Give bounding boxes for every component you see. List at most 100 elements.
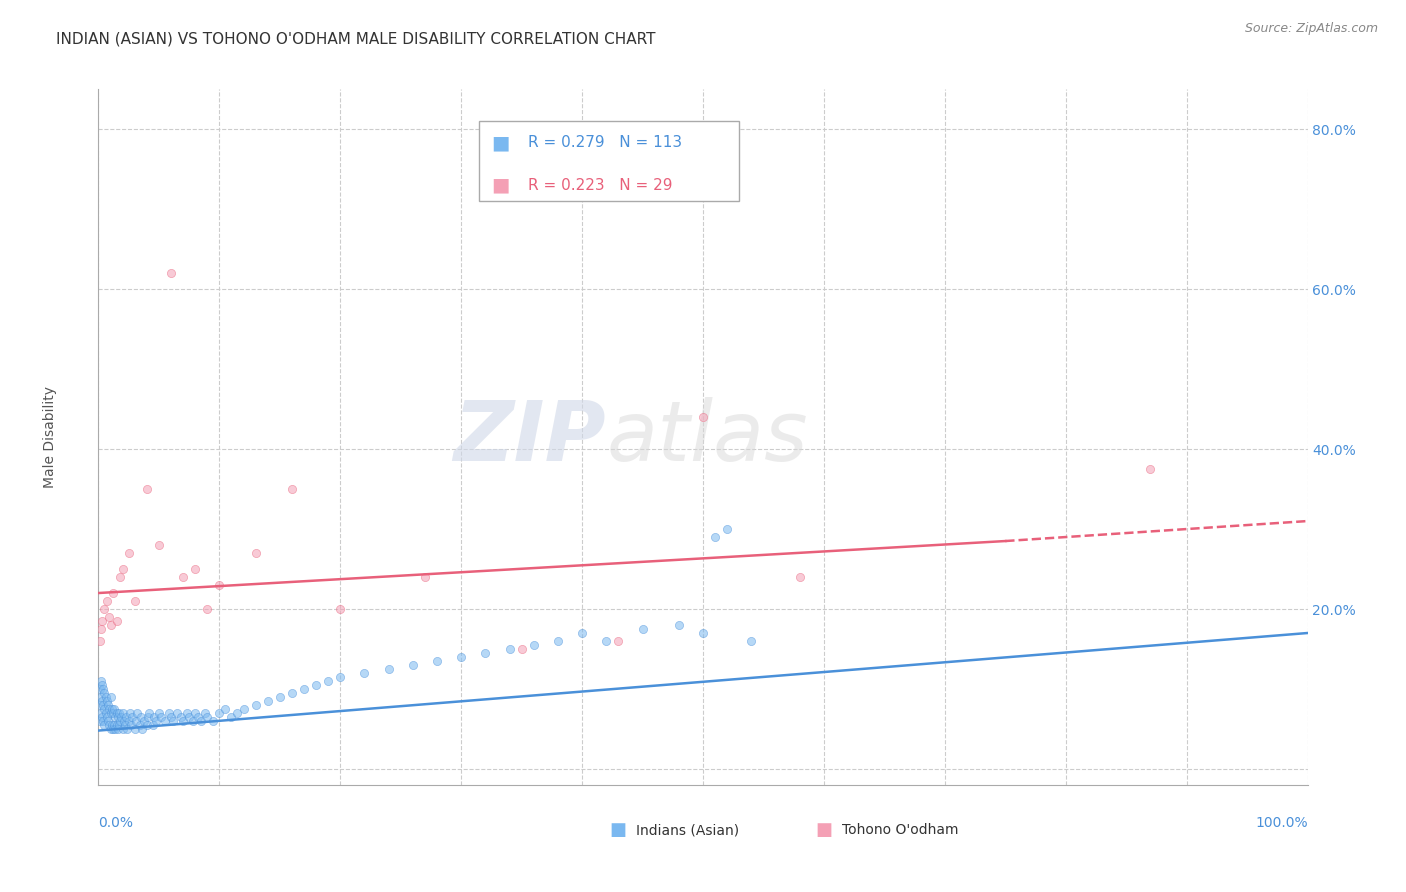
- Point: [704, 530, 727, 544]
- Point: [740, 634, 762, 648]
- Point: [181, 714, 204, 728]
- Text: ■: ■: [815, 822, 832, 839]
- Point: [94, 706, 117, 720]
- Point: [91, 681, 114, 696]
- Text: Indians (Asian): Indians (Asian): [637, 823, 740, 838]
- Point: [127, 706, 149, 720]
- Point: [402, 658, 425, 673]
- Point: [329, 670, 352, 684]
- Point: [245, 546, 267, 560]
- Point: [136, 710, 159, 724]
- Point: [145, 714, 167, 728]
- Point: [118, 546, 141, 560]
- Point: [90, 706, 112, 720]
- Point: [450, 650, 472, 665]
- Point: [134, 714, 156, 728]
- Point: [91, 698, 114, 712]
- Point: [105, 614, 128, 628]
- Point: [179, 710, 201, 724]
- Point: [103, 702, 125, 716]
- Point: [142, 718, 165, 732]
- Point: [256, 694, 278, 708]
- Point: [128, 718, 150, 732]
- Point: [129, 710, 152, 724]
- Point: [135, 718, 157, 732]
- Point: [124, 722, 146, 736]
- Point: [190, 714, 212, 728]
- Point: [111, 562, 134, 576]
- Point: [547, 634, 569, 648]
- Point: [93, 702, 115, 716]
- Point: [103, 718, 125, 732]
- Point: [169, 710, 191, 724]
- Point: [101, 586, 124, 600]
- Point: [148, 538, 170, 552]
- Point: [377, 662, 399, 676]
- Point: [716, 522, 738, 536]
- Point: [89, 634, 111, 648]
- Point: [105, 706, 128, 720]
- Text: Tohono O'odham: Tohono O'odham: [842, 823, 959, 838]
- Point: [110, 710, 132, 724]
- Point: [692, 626, 714, 640]
- Point: [98, 718, 121, 732]
- Point: [118, 706, 141, 720]
- Point: [269, 690, 291, 704]
- Point: [101, 706, 124, 720]
- Point: [195, 602, 218, 616]
- Point: [94, 690, 117, 704]
- Point: [107, 722, 129, 736]
- Point: [121, 710, 143, 724]
- Point: [108, 718, 131, 732]
- Point: [474, 646, 496, 660]
- Point: [96, 710, 118, 724]
- Point: [89, 698, 111, 712]
- Point: [184, 706, 207, 720]
- Point: [172, 570, 194, 584]
- Point: [498, 642, 520, 657]
- Point: [353, 665, 375, 680]
- Text: ■: ■: [610, 822, 627, 839]
- Point: [100, 722, 122, 736]
- Point: [607, 634, 630, 648]
- Point: [1139, 462, 1161, 476]
- Point: [91, 678, 114, 692]
- Point: [232, 702, 254, 716]
- Point: [510, 642, 533, 657]
- Point: [138, 706, 160, 720]
- Point: [631, 622, 654, 636]
- Point: [184, 562, 207, 576]
- Point: [135, 482, 157, 496]
- Text: ■: ■: [492, 133, 510, 153]
- Point: [125, 714, 148, 728]
- Bar: [479, 120, 740, 201]
- Point: [93, 686, 115, 700]
- Point: [124, 594, 146, 608]
- Point: [96, 694, 118, 708]
- Text: INDIAN (ASIAN) VS TOHONO O'ODHAM MALE DISABILITY CORRELATION CHART: INDIAN (ASIAN) VS TOHONO O'ODHAM MALE DI…: [56, 31, 655, 46]
- Point: [91, 710, 114, 724]
- Point: [226, 706, 249, 720]
- Point: [281, 482, 304, 496]
- Text: ZIP: ZIP: [454, 397, 606, 477]
- Text: atlas: atlas: [606, 397, 808, 477]
- Point: [117, 722, 139, 736]
- Point: [305, 678, 328, 692]
- Text: R = 0.279   N = 113: R = 0.279 N = 113: [527, 136, 682, 150]
- Text: ■: ■: [492, 176, 510, 194]
- Text: 0.0%: 0.0%: [98, 816, 134, 830]
- Point: [108, 706, 131, 720]
- Text: 100.0%: 100.0%: [1256, 816, 1308, 830]
- Point: [97, 698, 120, 712]
- Point: [104, 722, 127, 736]
- Point: [148, 706, 170, 720]
- Point: [221, 710, 243, 724]
- Point: [100, 702, 122, 716]
- Point: [157, 706, 180, 720]
- Point: [571, 626, 593, 640]
- Point: [105, 718, 128, 732]
- Point: [97, 714, 120, 728]
- Point: [692, 410, 714, 425]
- Point: [91, 714, 114, 728]
- Point: [162, 714, 184, 728]
